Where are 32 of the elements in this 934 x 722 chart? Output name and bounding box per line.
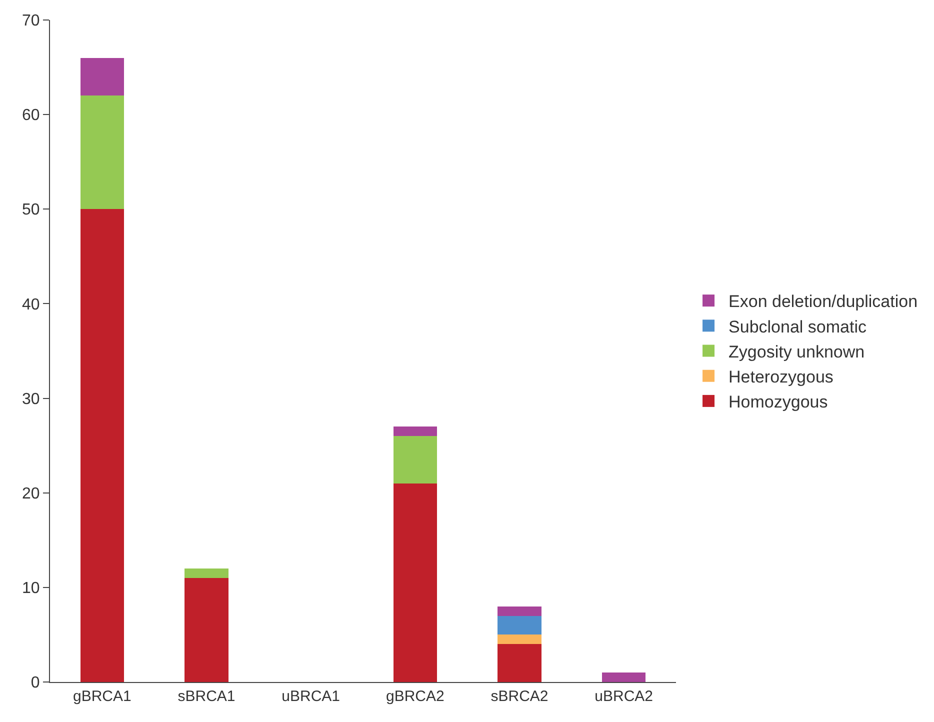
bar [184,568,228,578]
bar [80,96,124,210]
bar [393,436,438,484]
y-tick-label: 10 [22,580,40,598]
bar [498,606,542,616]
y-tick-label: 40 [22,296,40,314]
x-tick-label: uBRCA2 [594,688,654,705]
bar [80,58,124,96]
x-tick-label: sBRCA2 [490,688,548,705]
legend-label: Exon deletion/duplication [728,292,918,312]
bar [184,578,228,682]
bar [498,634,542,644]
bar [602,672,646,682]
bar [498,616,542,635]
x-tick-label: gBRCA2 [386,688,444,705]
y-tick-label: 0 [30,674,40,692]
bar [393,426,438,436]
legend-label: Subclonal somatic [728,317,867,336]
y-tick-label: 20 [22,485,40,502]
y-tick-label: 60 [22,107,40,124]
legend-label: Homozygous [728,392,828,412]
y-tick-label: 30 [22,390,40,408]
legend-label: Zygosity unknown [728,342,865,362]
bar [80,209,124,682]
x-tick-label: gBRCA1 [72,688,132,705]
y-tick-label: 70 [22,12,40,30]
y-tick-label: 50 [22,202,40,219]
x-tick-label: sBRCA1 [178,688,236,705]
x-tick-label: uBRCA1 [282,688,340,705]
legend-label: Heterozygous [728,367,834,386]
bar [498,644,542,682]
bar [393,483,438,682]
